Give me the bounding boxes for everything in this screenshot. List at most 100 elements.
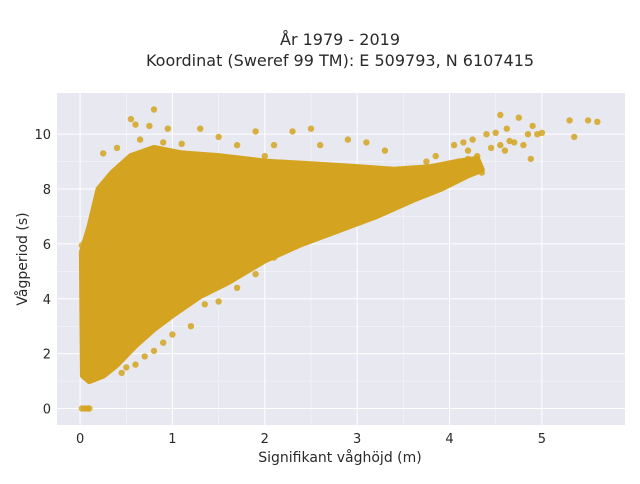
x-axis-ticks: 0 1 2 3 4 5: [76, 432, 546, 447]
data-point: [155, 213, 162, 220]
data-point: [437, 172, 444, 179]
data-point: [584, 117, 592, 124]
data-point: [497, 111, 504, 119]
data-point: [464, 155, 472, 163]
data-point: [132, 361, 139, 368]
x-tick-label: 2: [261, 432, 269, 447]
data-point: [289, 128, 296, 135]
data-point: [483, 131, 490, 138]
data-point: [100, 150, 107, 157]
data-point: [363, 139, 370, 146]
x-tick-label: 0: [76, 432, 84, 447]
data-point: [381, 147, 389, 154]
data-point: [455, 158, 462, 165]
data-point: [492, 129, 499, 136]
data-point: [427, 163, 435, 171]
data-point: [150, 347, 158, 355]
chart-title-line2: Koordinat (Sweref 99 TM): E 509793, N 61…: [146, 51, 534, 70]
data-point: [460, 168, 467, 175]
data-point: [132, 121, 139, 128]
data-point: [197, 125, 204, 132]
dense-point-region: [78, 144, 485, 385]
data-point: [146, 122, 153, 130]
y-tick-label: 4: [43, 293, 51, 308]
data-point: [150, 106, 158, 113]
y-tick-label: 8: [43, 183, 51, 198]
data-point: [515, 114, 522, 121]
data-point: [529, 122, 536, 130]
data-point: [566, 117, 573, 124]
data-point: [450, 141, 458, 149]
data-point: [215, 298, 222, 305]
data-point: [381, 207, 389, 215]
data-point: [270, 254, 278, 261]
y-tick-label: 2: [43, 348, 51, 363]
data-point: [400, 185, 407, 193]
data-point: [503, 125, 510, 132]
data-point: [118, 369, 125, 377]
data-point: [215, 133, 222, 141]
data-point: [169, 331, 176, 338]
data-point: [478, 169, 485, 176]
data-point: [178, 140, 185, 147]
data-point: [506, 137, 513, 145]
y-axis-label: Vågperiod (s): [14, 212, 31, 305]
data-point: [524, 131, 532, 138]
data-point: [409, 172, 416, 179]
y-tick-label: 10: [34, 128, 51, 143]
data-point: [220, 191, 227, 198]
data-point: [243, 185, 250, 193]
data-point: [464, 147, 472, 154]
point-cloud: [78, 144, 485, 385]
data-point: [474, 152, 481, 160]
data-point: [317, 174, 324, 182]
data-point: [409, 194, 416, 201]
data-point: [344, 169, 352, 176]
data-point: [317, 141, 324, 149]
data-point: [86, 405, 93, 412]
data-point: [390, 199, 398, 206]
data-point: [423, 158, 430, 165]
data-point: [344, 136, 352, 143]
data-point: [520, 141, 527, 149]
data-point: [252, 270, 259, 278]
y-tick-label: 0: [43, 403, 51, 418]
data-point: [173, 207, 181, 215]
data-point: [418, 166, 425, 173]
x-tick-label: 1: [168, 432, 176, 447]
data-point: [164, 125, 171, 132]
data-point: [136, 136, 144, 143]
data-point: [81, 239, 88, 246]
data-point: [233, 141, 241, 149]
data-point: [113, 144, 121, 152]
data-point: [460, 139, 467, 146]
data-point: [571, 133, 578, 141]
data-point: [404, 183, 412, 190]
data-point: [501, 147, 509, 154]
data-point: [261, 183, 268, 190]
x-tick-label: 5: [538, 432, 546, 447]
x-axis-label: Signifikant våghöjd (m): [258, 449, 421, 466]
data-point: [446, 161, 453, 168]
data-points: [78, 106, 601, 412]
data-point: [441, 180, 449, 187]
data-point: [270, 141, 278, 149]
data-point: [538, 129, 546, 136]
chart-title-line1: År 1979 - 2019: [280, 30, 400, 49]
data-point: [88, 231, 95, 238]
data-point: [160, 139, 167, 146]
y-tick-label: 6: [43, 238, 51, 253]
data-point: [344, 216, 352, 223]
data-point: [289, 243, 296, 250]
data-point: [487, 144, 495, 152]
data-point: [136, 227, 144, 234]
data-point: [201, 301, 208, 308]
data-point: [197, 199, 204, 206]
data-point: [432, 152, 439, 160]
grid-layer: [57, 93, 625, 425]
y-axis-ticks: 0 2 4 6 8 10: [34, 128, 51, 417]
data-point: [527, 155, 534, 163]
data-point: [497, 141, 504, 149]
data-point: [594, 118, 601, 126]
